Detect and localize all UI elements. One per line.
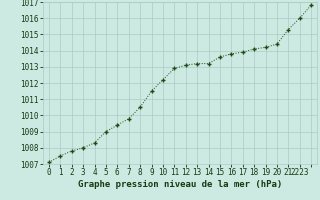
X-axis label: Graphe pression niveau de la mer (hPa): Graphe pression niveau de la mer (hPa) (78, 180, 282, 189)
